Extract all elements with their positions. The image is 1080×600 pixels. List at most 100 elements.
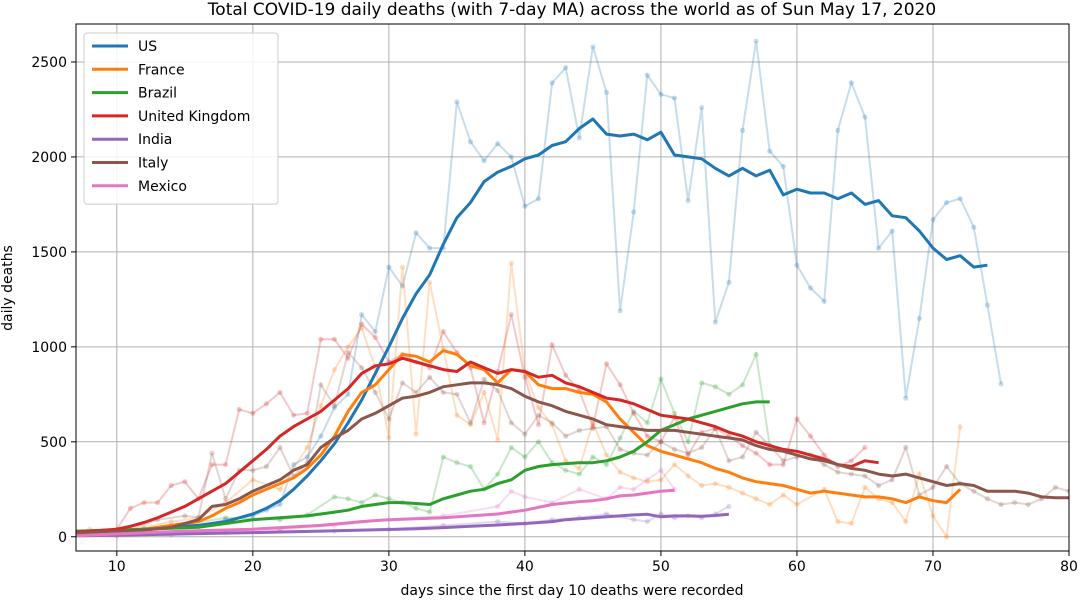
raw-point-italy bbox=[998, 501, 1004, 508]
x-tick-label: 70 bbox=[924, 559, 942, 575]
raw-point-united-kingdom bbox=[644, 433, 650, 439]
raw-point-us bbox=[930, 217, 936, 223]
raw-point-united-kingdom bbox=[535, 422, 542, 428]
raw-point-united-kingdom bbox=[372, 334, 378, 340]
raw-point-france bbox=[535, 405, 542, 411]
raw-point-united-kingdom bbox=[563, 372, 569, 378]
raw-point-us bbox=[903, 395, 909, 401]
raw-point-italy bbox=[318, 382, 324, 388]
raw-point-mexico bbox=[508, 488, 514, 494]
raw-point-brazil bbox=[603, 461, 610, 468]
raw-point-us bbox=[399, 283, 406, 289]
raw-point-us bbox=[916, 315, 922, 321]
raw-point-us bbox=[631, 209, 637, 215]
raw-point-france bbox=[712, 480, 718, 487]
raw-point-italy bbox=[671, 446, 678, 452]
x-tick-label: 30 bbox=[380, 559, 398, 575]
legend-label: Italy bbox=[138, 156, 168, 172]
raw-point-italy bbox=[413, 389, 419, 396]
raw-point-italy bbox=[726, 458, 732, 464]
raw-point-france bbox=[889, 499, 895, 506]
raw-point-united-kingdom bbox=[821, 452, 827, 458]
raw-point-mexico bbox=[576, 486, 582, 492]
raw-point-italy bbox=[875, 482, 882, 489]
plot-frame bbox=[75, 23, 1070, 552]
raw-point-france bbox=[617, 469, 623, 475]
raw-point-brazil bbox=[685, 439, 691, 445]
ma-line-brazil bbox=[76, 400, 770, 533]
raw-point-us bbox=[522, 203, 528, 209]
raw-point-france bbox=[427, 279, 433, 285]
raw-point-us bbox=[862, 114, 868, 120]
raw-point-france bbox=[345, 344, 351, 350]
legend-label: India bbox=[138, 132, 172, 148]
raw-point-us bbox=[685, 198, 691, 204]
raw-point-italy bbox=[182, 513, 188, 519]
raw-point-france bbox=[481, 389, 487, 396]
raw-point-united-kingdom bbox=[168, 482, 174, 489]
raw-point-us bbox=[563, 65, 569, 71]
raw-point-italy bbox=[549, 420, 555, 426]
raw-point-us bbox=[291, 461, 297, 468]
raw-point-us bbox=[481, 158, 487, 164]
ma-line-us bbox=[76, 117, 988, 534]
raw-point-france bbox=[277, 486, 283, 492]
raw-point-us bbox=[454, 99, 460, 105]
raw-point-italy bbox=[930, 484, 936, 490]
x-axis-label: days since the first day 10 deaths were … bbox=[401, 583, 744, 599]
raw-point-united-kingdom bbox=[359, 321, 365, 327]
raw-point-us bbox=[848, 80, 854, 86]
raw-point-brazil bbox=[726, 391, 732, 397]
raw-point-france bbox=[671, 461, 678, 468]
raw-point-italy bbox=[359, 365, 365, 371]
raw-point-united-kingdom bbox=[345, 355, 351, 361]
raw-point-united-kingdom bbox=[753, 450, 759, 456]
raw-point-brazil bbox=[658, 376, 664, 382]
legend-box bbox=[83, 32, 279, 205]
raw-point-france bbox=[699, 482, 705, 489]
raw-point-us bbox=[875, 245, 882, 251]
raw-point-italy bbox=[644, 452, 650, 458]
raw-point-us bbox=[699, 104, 705, 111]
y-tick-label: 0 bbox=[58, 530, 67, 546]
ma-line-mexico bbox=[76, 488, 675, 538]
raw-point-us bbox=[359, 311, 365, 318]
ma-line-united-kingdom bbox=[76, 356, 879, 534]
raw-point-italy bbox=[889, 477, 895, 483]
raw-point-france bbox=[168, 518, 174, 525]
raw-point-united-kingdom bbox=[440, 329, 446, 335]
raw-point-italy bbox=[903, 444, 909, 451]
raw-point-france bbox=[903, 518, 909, 525]
raw-point-united-kingdom bbox=[794, 416, 800, 422]
raw-point-united-kingdom bbox=[780, 461, 786, 468]
raw-point-us bbox=[658, 91, 664, 97]
raw-point-us bbox=[427, 245, 433, 251]
raw-point-us bbox=[753, 38, 759, 44]
raw-point-brazil bbox=[699, 380, 705, 386]
raw-point-france bbox=[685, 473, 691, 479]
raw-point-us bbox=[345, 391, 351, 397]
raw-point-united-kingdom bbox=[481, 420, 487, 426]
ma-line-italy bbox=[76, 381, 1069, 535]
y-axis-ticks: 0 500 1000 1500 2000 2500 bbox=[31, 55, 76, 546]
raw-point-us bbox=[794, 262, 800, 268]
raw-point-mexico bbox=[644, 477, 650, 483]
raw-point-italy bbox=[440, 389, 446, 396]
raw-point-france bbox=[957, 424, 963, 430]
raw-point-brazil bbox=[522, 454, 528, 460]
raw-point-brazil bbox=[427, 509, 433, 515]
raw-line-us bbox=[116, 40, 1002, 532]
raw-point-us bbox=[304, 454, 310, 460]
y-tick-label: 2500 bbox=[31, 55, 67, 71]
raw-point-brazil bbox=[386, 496, 392, 502]
y-tick-label: 1500 bbox=[31, 245, 67, 261]
raw-point-us bbox=[495, 141, 501, 147]
raw-point-france bbox=[644, 479, 650, 485]
raw-point-france bbox=[767, 501, 773, 508]
raw-point-italy bbox=[780, 458, 786, 464]
raw-point-united-kingdom bbox=[263, 401, 270, 407]
raw-point-us bbox=[984, 302, 990, 308]
raw-point-us bbox=[318, 433, 324, 439]
raw-point-us bbox=[644, 72, 650, 78]
raw-point-italy bbox=[862, 473, 868, 479]
